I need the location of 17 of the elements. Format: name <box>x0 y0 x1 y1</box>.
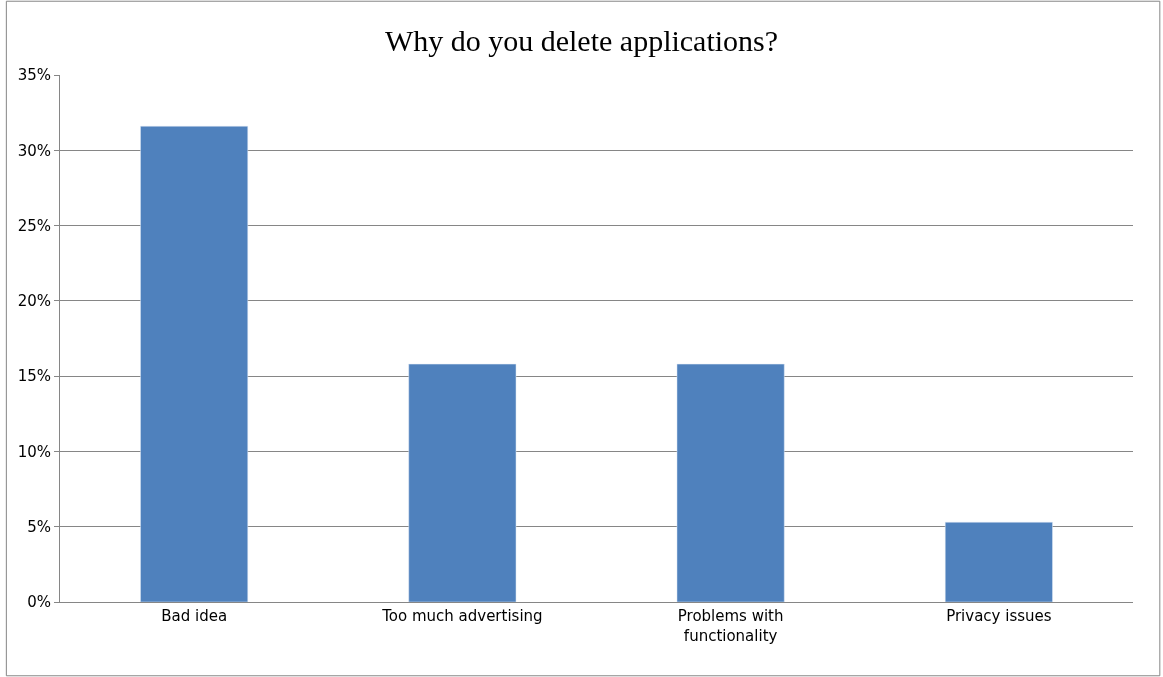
bar <box>676 363 785 602</box>
chart-title: Why do you delete applications? <box>384 24 779 58</box>
x-tick-label: Too much advertising <box>381 607 543 625</box>
x-tick-label: Bad idea <box>161 607 228 625</box>
bar <box>140 125 249 602</box>
y-tick-label: 5% <box>27 517 51 536</box>
y-tick-label: 25% <box>17 216 51 235</box>
x-tick-label: Problems with functionality <box>677 607 784 645</box>
y-tick-label: 30% <box>17 141 51 160</box>
x-tick-label: Privacy issues <box>946 607 1052 625</box>
y-tick-label: 10% <box>17 442 51 461</box>
y-tick-label: 35% <box>17 66 51 85</box>
bar <box>408 363 517 602</box>
y-tick-label: 0% <box>27 593 51 612</box>
bar <box>944 521 1053 602</box>
y-tick-label: 15% <box>17 367 51 386</box>
y-tick-label: 20% <box>17 292 51 311</box>
